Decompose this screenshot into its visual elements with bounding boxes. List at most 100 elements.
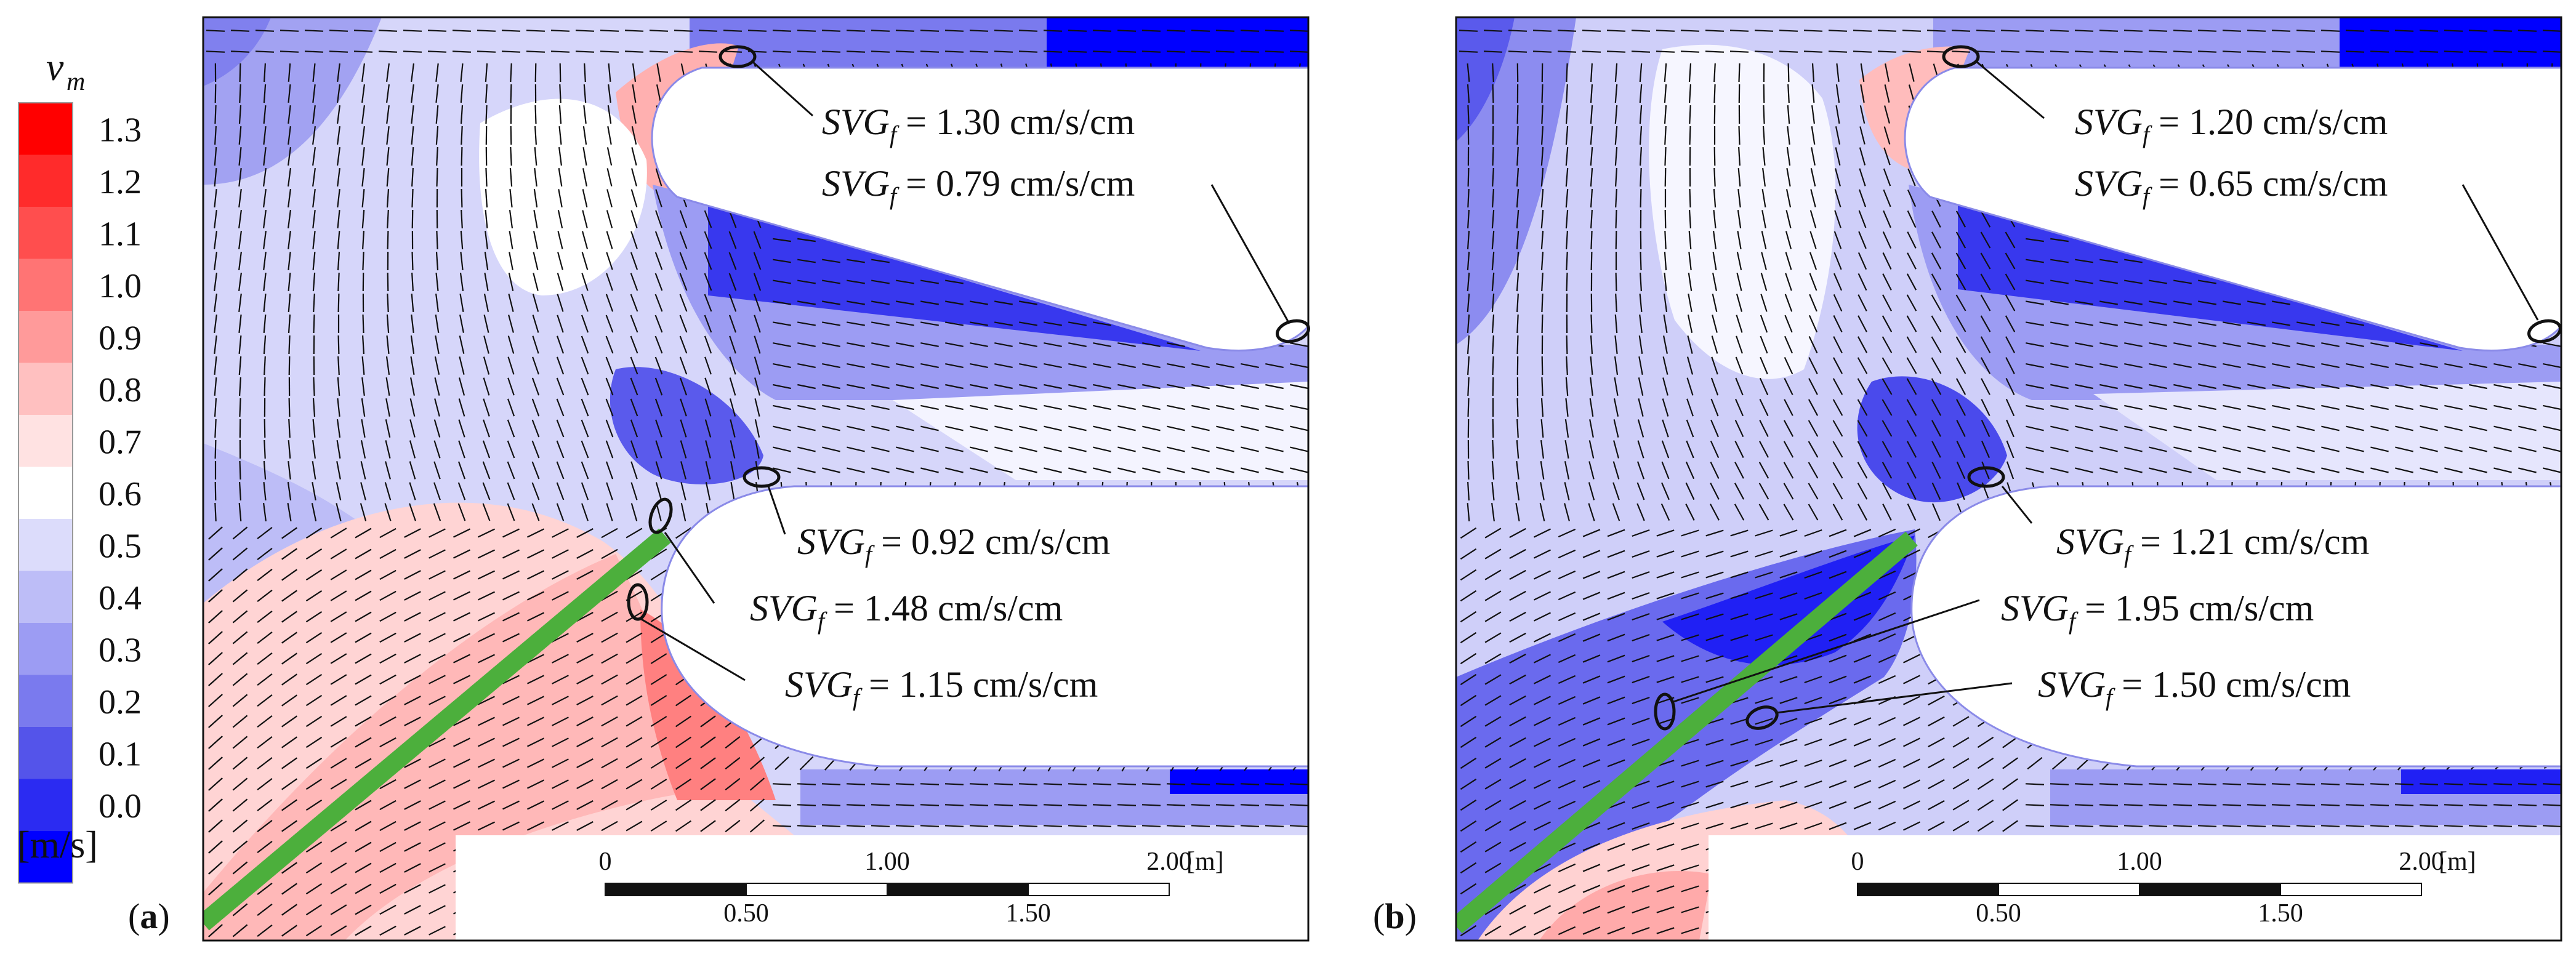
velocity-vector: [1142, 467, 1161, 473]
velocity-vector: [403, 30, 422, 32]
velocity-vector: [355, 821, 372, 832]
velocity-vector: [754, 419, 760, 438]
velocity-vector: [1664, 272, 1667, 292]
velocity-vector: [355, 800, 372, 811]
velocity-vector: [1860, 84, 1865, 103]
velocity-vector: [2420, 425, 2438, 431]
velocity-vector: [2124, 446, 2143, 452]
velocity-vector: [871, 30, 890, 32]
velocity-vector: [2075, 300, 2093, 305]
velocity-vector: [263, 293, 267, 313]
velocity-vector: [1092, 30, 1112, 32]
velocity-vector: [483, 294, 489, 312]
velocity-vector: [1878, 821, 1896, 831]
velocity-vector: [208, 840, 223, 854]
velocity-vector: [2002, 778, 2018, 790]
velocity-vector: [797, 50, 816, 53]
velocity-vector: [385, 440, 391, 459]
velocity-vector: [2321, 404, 2340, 411]
velocity-vector: [2346, 404, 2364, 411]
velocity-vector: [1903, 654, 1920, 664]
velocity-vector: [1484, 737, 1502, 748]
velocity-vector: [1141, 30, 1161, 32]
velocity-vector: [208, 882, 223, 896]
velocity-vector: [1216, 446, 1234, 452]
velocity-vector: [558, 189, 563, 207]
velocity-vector: [214, 84, 217, 103]
velocity-vector: [2370, 425, 2389, 431]
velocity-vector: [1804, 633, 1822, 642]
velocity-vector: [1534, 779, 1551, 789]
velocity-vector: [797, 383, 816, 390]
velocity-vector: [1907, 231, 1917, 249]
velocity-vector: [1804, 759, 1822, 768]
velocity-vector: [2518, 825, 2537, 827]
velocity-vector: [411, 188, 414, 208]
velocity-vector: [263, 188, 267, 208]
velocity-vector: [656, 84, 662, 103]
velocity-vector: [281, 590, 297, 602]
velocity-vector: [2197, 50, 2217, 53]
velocity-vector: [1858, 273, 1867, 291]
velocity-vector: [847, 425, 865, 431]
velocity-vector: [1883, 147, 1891, 166]
velocity-vector: [1509, 632, 1526, 643]
velocity-vector: [239, 63, 241, 82]
velocity-vector: [509, 231, 513, 249]
velocity-vector: [2026, 467, 2044, 473]
velocity-vector: [1705, 822, 1724, 830]
velocity-vector: [1632, 571, 1650, 579]
velocity-vector: [1662, 356, 1668, 375]
velocity-vector: [1832, 399, 1843, 416]
velocity-vector: [208, 610, 223, 624]
velocity-vector: [361, 84, 365, 103]
velocity-vector: [2346, 321, 2364, 326]
velocity-vector: [1117, 404, 1136, 411]
velocity-vector: [1558, 528, 1576, 538]
velocity-vector: [257, 527, 273, 539]
velocity-vector: [1804, 822, 1822, 830]
velocity-vector: [2469, 404, 2487, 411]
velocity-vector: [1607, 822, 1625, 830]
colorbar-tick-label: 0.2: [99, 683, 142, 721]
velocity-vector: [1977, 799, 1994, 811]
velocity-vector: [2320, 825, 2340, 827]
velocity-vector: [1632, 592, 1650, 600]
panel-a-scalebar: 0 1.00 2.000.50 1.50[m]: [599, 848, 1224, 928]
velocity-vector: [429, 863, 446, 873]
velocity-vector: [581, 252, 589, 270]
velocity-vector: [288, 356, 291, 375]
velocity-vector: [2005, 252, 2016, 270]
velocity-vector: [1977, 757, 1994, 769]
velocity-vector: [2148, 50, 2168, 53]
velocity-vector: [2124, 300, 2143, 305]
velocity-vector: [1906, 273, 1917, 291]
velocity-vector: [1878, 779, 1896, 789]
velocity-vector: [1632, 926, 1650, 935]
velocity-vector: [2149, 321, 2167, 326]
velocity-vector: [1558, 591, 1576, 601]
velocity-vector: [1638, 398, 1644, 417]
velocity-vector: [433, 482, 441, 500]
velocity-vector: [871, 279, 890, 284]
velocity-vector: [411, 167, 414, 187]
velocity-vector: [679, 335, 688, 354]
velocity-vector: [1558, 612, 1576, 622]
velocity-vector: [1883, 189, 1891, 207]
velocity-vector: [214, 356, 217, 375]
velocity-vector: [608, 63, 611, 82]
velocity-vector: [379, 611, 396, 622]
velocity-vector: [330, 779, 347, 790]
velocity-vector: [2296, 321, 2315, 326]
velocity-vector: [1588, 440, 1595, 459]
velocity-vector: [700, 778, 716, 790]
velocity-vector: [1166, 50, 1186, 53]
velocity-vector: [1829, 612, 1847, 621]
velocity-vector: [1632, 696, 1650, 705]
velocity-vector: [232, 715, 248, 728]
velocity-vector: [1730, 780, 1749, 788]
scalebar-bottom-label: 0.50: [1976, 899, 2021, 928]
velocity-vector: [1738, 63, 1741, 82]
velocity-vector: [355, 674, 372, 685]
velocity-vector: [510, 63, 512, 82]
